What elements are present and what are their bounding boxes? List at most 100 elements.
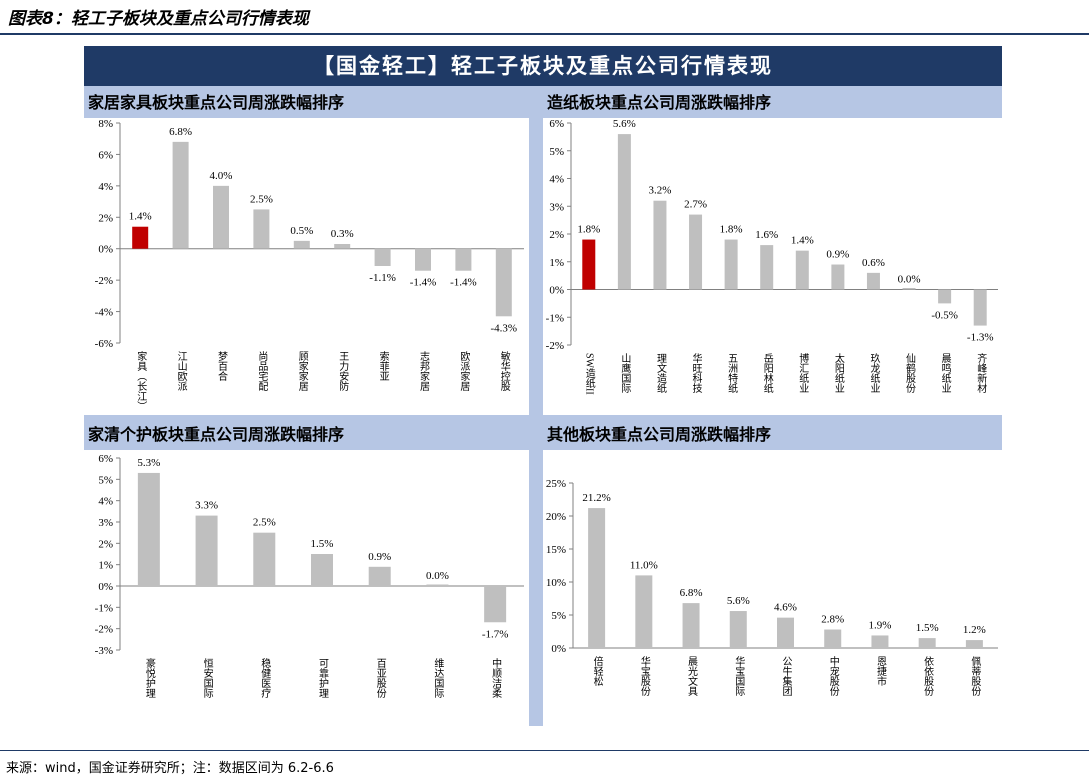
category-label: 佩蒂股份 (969, 655, 981, 697)
y-tick-label: 3% (549, 201, 564, 213)
y-tick-label: 4% (98, 181, 113, 193)
bar (965, 640, 983, 648)
chart-others: 0% 5% 10% 15% 20% 25% 21.2% 倍轻松 11.0% 华宝股份 6.8% 晨光文… (546, 478, 998, 697)
y-tick-label: -2% (95, 624, 113, 636)
bar (729, 611, 747, 648)
bar (172, 141, 189, 249)
category-label: 华宝股份 (638, 655, 650, 697)
category-label: 太阳纸业 (832, 352, 844, 393)
data-label: 5.3% (137, 457, 160, 469)
bar (426, 584, 449, 586)
data-label: 5.6% (613, 118, 636, 130)
bar (635, 575, 653, 648)
bar (137, 472, 160, 586)
y-tick-label: 0% (98, 581, 113, 593)
bar (293, 240, 310, 249)
category-label: 理文造纸 (654, 353, 666, 394)
data-label: 2.8% (821, 614, 844, 626)
y-tick-label: 2% (549, 229, 564, 241)
y-tick-label: 1% (98, 560, 113, 572)
category-label: 稳健医疗 (259, 657, 271, 699)
category-label: 索菲亚 (377, 350, 389, 381)
chart-paper: -2% -1% 0% 1% 2% 3% 4% 5% 6% 1.8% SW造纸II 5.6% 山鹰国际 3.… (546, 118, 998, 395)
banner-title: 【国金轻工】轻工子板块及重点公司行情表现 (84, 46, 1002, 86)
category-label: 依依股份 (922, 655, 934, 697)
y-tick-label: 20% (546, 511, 566, 523)
y-tick-label: 4% (98, 496, 113, 508)
category-label: 百亚股份 (374, 658, 386, 699)
bar (455, 248, 472, 271)
category-label: 家具（长江） (135, 350, 147, 411)
category-label: 山鹰国际 (619, 353, 631, 394)
bar (760, 245, 774, 290)
category-label: SW造纸II (583, 353, 595, 395)
data-label: 5.6% (727, 595, 750, 607)
bar (689, 214, 703, 290)
data-label: 0.6% (862, 257, 885, 269)
bottom-rule (0, 750, 1089, 751)
category-label: 博汇纸业 (797, 352, 809, 393)
category-label: 晨鸣纸业 (939, 353, 951, 393)
y-tick-label: -4% (95, 307, 113, 319)
source-note: 来源：wind，国金证券研究所；注：数据区间为 6.2-6.6 (6, 761, 334, 776)
category-label: 维达国际 (432, 657, 444, 699)
bar (253, 209, 270, 249)
category-label: 王力安防 (337, 351, 349, 392)
category-label: 可靠护理 (317, 658, 329, 698)
data-label: 6.8% (169, 126, 192, 138)
y-tick-label: -2% (95, 275, 113, 287)
bar (374, 248, 391, 266)
figure-title: 图表8：轻工子板块及重点公司行情表现 (8, 9, 309, 29)
data-label: 1.4% (791, 235, 814, 247)
data-label: 1.8% (720, 224, 743, 236)
data-label: 6.8% (680, 587, 703, 599)
data-label: 4.6% (774, 602, 797, 614)
data-label: -0.5% (931, 309, 958, 321)
data-label: 1.5% (916, 622, 939, 634)
bar (368, 566, 391, 586)
data-label: 0.0% (898, 274, 921, 286)
y-tick-label: 6% (98, 149, 113, 161)
data-label: 4.0% (210, 170, 233, 182)
bar (777, 617, 794, 648)
y-tick-label: 10% (546, 577, 566, 589)
bar (213, 185, 229, 249)
data-label: 0.9% (826, 249, 849, 261)
bar (871, 635, 889, 648)
chart-panel-paper: -2% -1% 0% 1% 2% 3% 4% 5% 6% 1.8% SW造纸II 5.6% 山鹰国际 3.… (543, 118, 1002, 415)
y-tick-label: -1% (546, 312, 564, 324)
y-tick-label: 0% (549, 285, 564, 297)
y-tick-label: -3% (95, 645, 113, 657)
y-tick-label: 5% (549, 146, 564, 158)
bar (973, 289, 987, 326)
bar (682, 603, 700, 648)
bar (195, 515, 218, 586)
category-label: 豪悦护理 (143, 657, 155, 698)
data-label: 11.0% (630, 559, 658, 571)
y-tick-label: 0% (98, 244, 113, 256)
data-label: -1.4% (410, 277, 437, 289)
chart-title-others: 其他板块重点公司周涨跌幅排序 (543, 420, 1002, 450)
y-tick-label: 8% (98, 118, 113, 130)
bar (495, 248, 512, 317)
y-tick-label: 1% (549, 257, 564, 269)
bar (253, 532, 276, 586)
bar (588, 508, 606, 648)
bar (311, 554, 333, 586)
chart-panel-personal-care: -3% -2% -1% 0% 1% 2% 3% 4% 5% 6% 5.3% 豪悦护理 3.3% 恒安国际 2… (84, 450, 529, 726)
y-tick-label: 0% (551, 643, 566, 655)
category-label: 尚品宅配 (256, 350, 268, 391)
category-label: 江山欧派 (175, 351, 187, 391)
bar (902, 288, 916, 290)
data-label: 1.5% (311, 538, 334, 550)
bar (724, 239, 738, 290)
y-tick-label: 6% (549, 118, 564, 130)
category-label: 华旺科技 (690, 352, 702, 394)
data-label: 21.2% (582, 492, 610, 504)
category-label: 中顺洁柔 (490, 657, 502, 699)
chart-personal-care: -3% -2% -1% 0% 1% 2% 3% 4% 5% 6% 5.3% 豪悦护理 3.3% 恒安国际 2… (95, 453, 524, 699)
top-rule (0, 33, 1089, 35)
category-label: 晨光文具 (686, 656, 698, 697)
bar (831, 264, 845, 290)
data-label: 1.4% (129, 211, 152, 223)
